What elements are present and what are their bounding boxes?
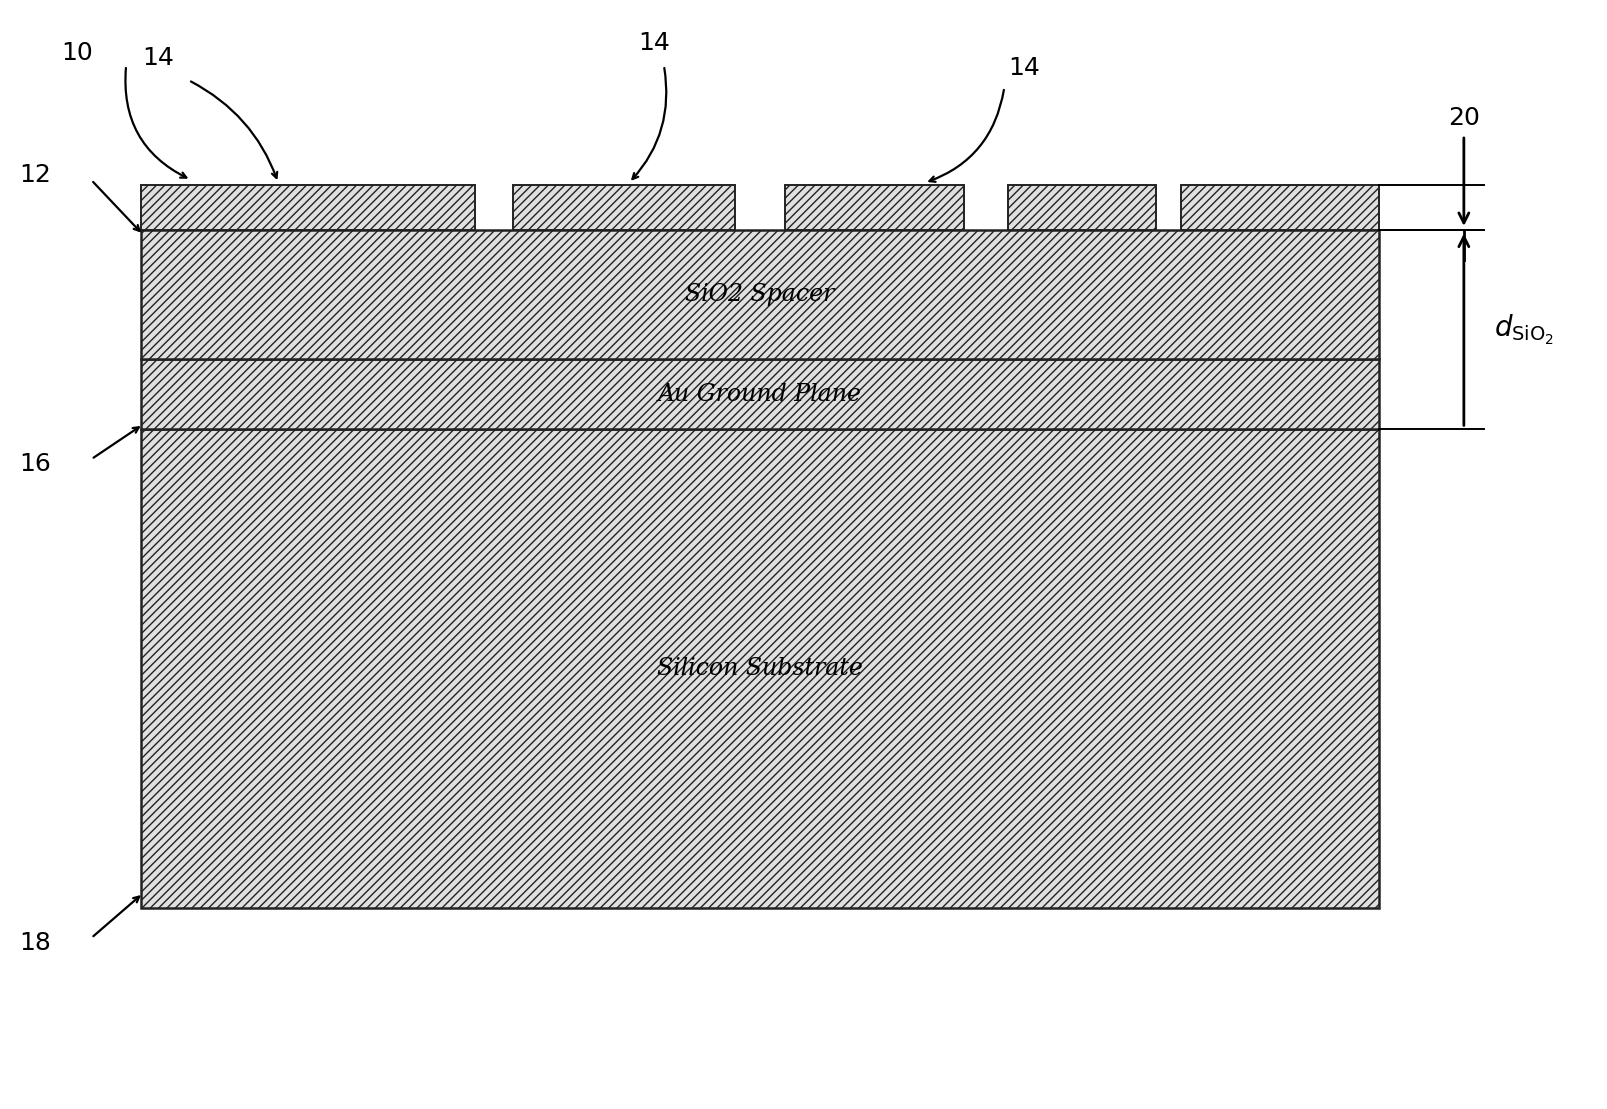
- Bar: [141, 359, 1379, 429]
- Text: 14: 14: [638, 31, 670, 55]
- Bar: [141, 185, 476, 230]
- Bar: [1008, 185, 1155, 230]
- Text: $d_{\mathrm{SiO_2}}$: $d_{\mathrm{SiO_2}}$: [1493, 313, 1552, 347]
- Bar: [141, 230, 1379, 359]
- Text: 12: 12: [19, 163, 51, 187]
- Bar: [1180, 185, 1379, 230]
- Text: 14: 14: [143, 47, 174, 70]
- Text: Au Ground Plane: Au Ground Plane: [657, 383, 861, 406]
- Bar: [784, 185, 964, 230]
- Text: 10: 10: [61, 41, 93, 65]
- Bar: [513, 185, 734, 230]
- Text: 18: 18: [19, 932, 51, 955]
- Text: 20: 20: [1446, 106, 1478, 130]
- Text: Silicon Substrate: Silicon Substrate: [657, 658, 863, 680]
- Text: 14: 14: [1008, 57, 1040, 80]
- Bar: [141, 429, 1379, 908]
- Text: SiO2 Spacer: SiO2 Spacer: [685, 283, 834, 306]
- Text: 16: 16: [19, 452, 51, 476]
